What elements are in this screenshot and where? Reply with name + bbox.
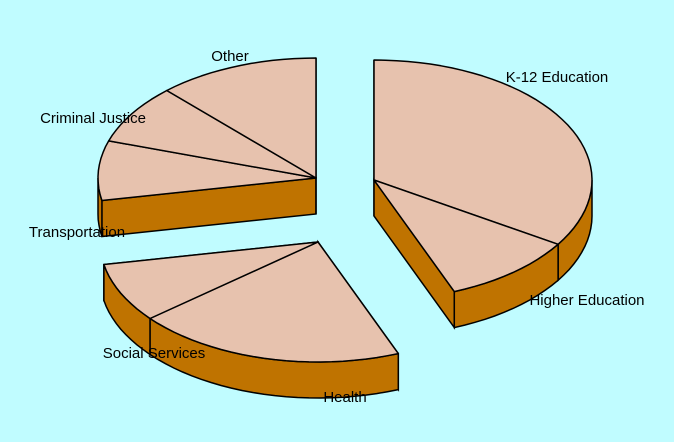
slice-criminal-justice xyxy=(107,89,317,179)
label-social-services: Social Services xyxy=(103,345,206,362)
slice-other xyxy=(166,57,317,179)
slice-health xyxy=(149,241,400,363)
slice-social-services xyxy=(103,241,319,320)
pie-top-faces xyxy=(97,57,593,363)
label-transportation: Transportation xyxy=(29,224,125,241)
slice-k-12-education xyxy=(373,59,593,246)
label-higher-education: Higher Education xyxy=(529,292,644,309)
slice-higher-education xyxy=(373,179,559,293)
label-criminal-justice: Criminal Justice xyxy=(40,110,146,127)
label-k-12-education: K-12 Education xyxy=(506,69,609,86)
slice-transportation xyxy=(97,140,317,202)
pie-labels: K-12 Education Higher Education Health Soci… xyxy=(29,48,645,406)
label-health: Health xyxy=(323,389,366,406)
label-other: Other xyxy=(211,48,249,65)
